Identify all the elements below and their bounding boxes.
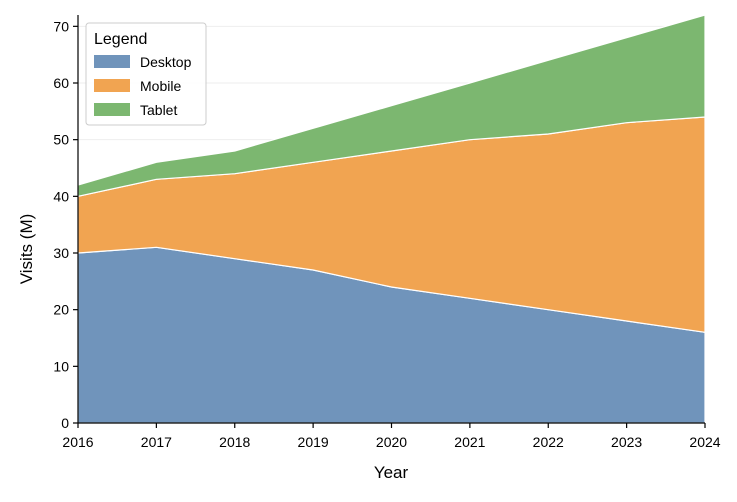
legend-box [85,22,207,126]
y-tick-label-40: 40 [53,188,69,204]
legend-label-tablet: Tablet [140,102,177,118]
y-tick-label-60: 60 [53,75,69,91]
y-axis-label: Visits (M) [17,214,36,285]
legend: Legend Desktop Mobile Tablet [85,22,207,126]
legend-swatch-mobile [94,79,130,92]
y-tick-label-30: 30 [53,245,69,261]
x-tick-label-2021: 2021 [454,434,485,450]
x-tick-label-2016: 2016 [62,434,93,450]
area-tablet [77,14,706,197]
tick-layer: 0 10 20 30 40 50 60 70 2016 2017 2018 2019 2020 2021 2… [53,18,720,450]
x-tick-label-2017: 2017 [141,434,172,450]
x-tick-label-2023: 2023 [611,434,642,450]
y-tick-label-50: 50 [53,132,69,148]
x-axis-label: Year [374,463,409,482]
legend-items: Desktop Mobile Tablet [94,54,192,118]
y-tick-label-20: 20 [53,302,69,318]
legend-label-desktop: Desktop [140,54,192,70]
y-tick-label-0: 0 [61,415,69,431]
legend-swatch-desktop [94,55,130,68]
legend-label-mobile: Mobile [140,78,181,94]
y-tick-label-70: 70 [53,18,69,34]
y-tick-label-10: 10 [53,358,69,374]
x-tick-label-2024: 2024 [689,434,720,450]
legend-swatch-tablet [94,103,130,116]
area-layer [77,14,706,424]
x-tick-label-2022: 2022 [533,434,564,450]
x-tick-label-2020: 2020 [376,434,407,450]
legend-title: Legend [94,31,147,48]
x-tick-label-2018: 2018 [219,434,250,450]
x-tick-label-2019: 2019 [298,434,329,450]
